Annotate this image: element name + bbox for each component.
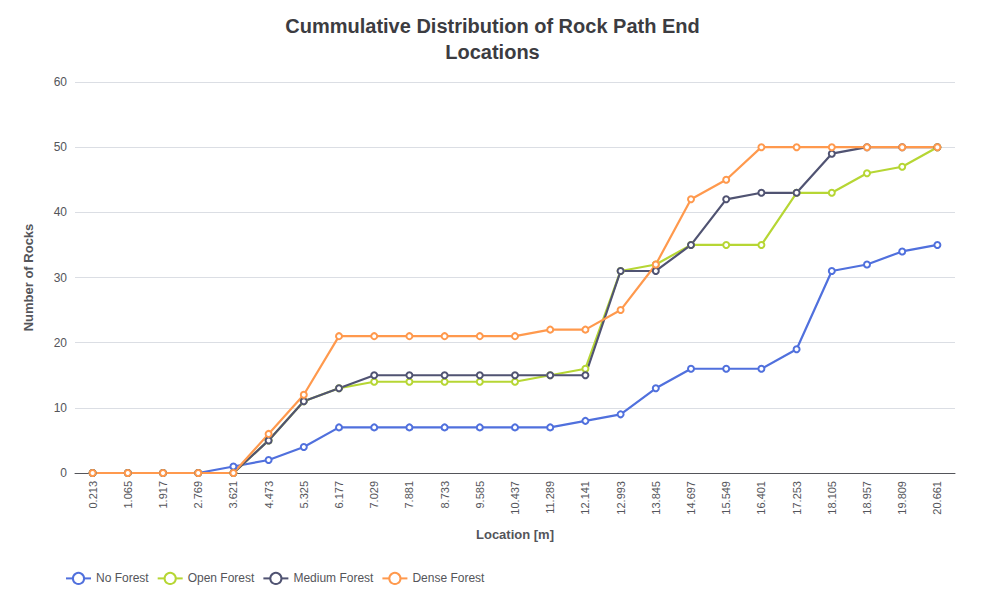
svg-text:Open Forest: Open Forest [188,571,255,585]
svg-text:14.697: 14.697 [685,481,697,515]
svg-text:16.401: 16.401 [755,481,767,515]
svg-text:20: 20 [54,336,68,350]
svg-text:20.661: 20.661 [931,481,943,515]
svg-text:5.325: 5.325 [298,481,310,509]
svg-text:30: 30 [54,271,68,285]
svg-text:10.437: 10.437 [509,481,521,515]
svg-text:17.253: 17.253 [791,481,803,515]
svg-text:18.957: 18.957 [861,481,873,515]
svg-text:60: 60 [54,75,68,89]
svg-text:19.809: 19.809 [896,481,908,515]
svg-text:Location [m]: Location [m] [476,527,554,542]
svg-text:Locations: Locations [445,41,539,63]
svg-text:1.065: 1.065 [122,481,134,509]
svg-text:8.733: 8.733 [439,481,451,509]
svg-text:0.213: 0.213 [87,481,99,509]
svg-text:12.141: 12.141 [579,481,591,515]
svg-text:4.473: 4.473 [263,481,275,509]
svg-text:40: 40 [54,205,68,219]
svg-text:11.289: 11.289 [544,481,556,514]
svg-text:50: 50 [54,140,68,154]
svg-text:13.845: 13.845 [650,481,662,515]
svg-text:10: 10 [54,401,68,415]
svg-text:1.917: 1.917 [157,481,169,509]
svg-text:0: 0 [60,466,67,480]
svg-text:7.029: 7.029 [368,481,380,509]
svg-text:Cummulative Distribution of Ro: Cummulative Distribution of Rock Path En… [285,15,699,37]
svg-text:Number of Rocks: Number of Rocks [21,224,36,332]
svg-text:Dense Forest: Dense Forest [412,571,485,585]
svg-text:2.769: 2.769 [192,481,204,509]
svg-text:15.549: 15.549 [720,481,732,515]
svg-text:3.621: 3.621 [227,481,239,509]
svg-text:18.105: 18.105 [826,481,838,515]
svg-text:12.993: 12.993 [615,481,627,515]
svg-text:No Forest: No Forest [96,571,149,585]
svg-text:9.585: 9.585 [474,481,486,509]
svg-text:Medium Forest: Medium Forest [293,571,374,585]
svg-text:6.177: 6.177 [333,481,345,509]
svg-text:7.881: 7.881 [403,481,415,509]
